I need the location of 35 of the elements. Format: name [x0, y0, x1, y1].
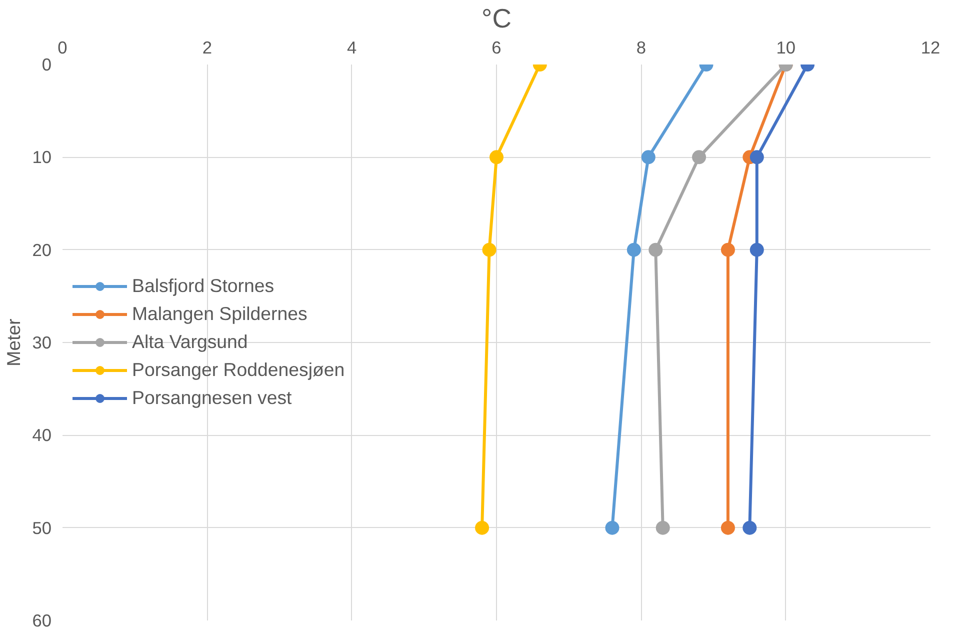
x-tick-label: 8 [636, 38, 646, 58]
point [626, 242, 641, 257]
point [750, 242, 764, 257]
x-tick-label: 0 [58, 38, 68, 58]
point [720, 520, 735, 535]
y-tick-label: 50 [32, 518, 52, 538]
y-tick-label: 60 [32, 610, 52, 630]
y-tick-label: 10 [32, 147, 52, 168]
point [720, 242, 735, 257]
point [692, 150, 706, 164]
x-tick-label: 2 [202, 38, 212, 58]
point [605, 520, 620, 535]
point [648, 242, 663, 257]
x-tick-label: 4 [347, 38, 358, 58]
y-tick-label: 0 [42, 54, 52, 74]
point [656, 520, 670, 535]
point [641, 150, 656, 164]
legend-label: Malangen Spildernes [132, 303, 308, 325]
legend-label: Porsangnesen vest [132, 387, 292, 409]
point [750, 150, 764, 164]
point [482, 242, 496, 257]
x-tick-label: 12 [920, 38, 940, 58]
point [475, 520, 490, 535]
y-tick-label: 30 [32, 332, 52, 352]
legend-label: Balsfjord Stornes [132, 275, 274, 297]
y-axis-title: Meter [3, 318, 24, 366]
y-tick-label: 20 [32, 240, 52, 260]
x-tick-label: 10 [776, 38, 796, 58]
x-tick-label: 6 [492, 38, 502, 58]
legend-label: Alta Vargsund [132, 331, 248, 353]
y-tick-label: 40 [32, 425, 52, 446]
legend-label: Porsanger Roddenesjøen [132, 359, 345, 381]
point [490, 150, 504, 164]
x-axis-title: °C [482, 4, 512, 34]
point [742, 520, 757, 535]
